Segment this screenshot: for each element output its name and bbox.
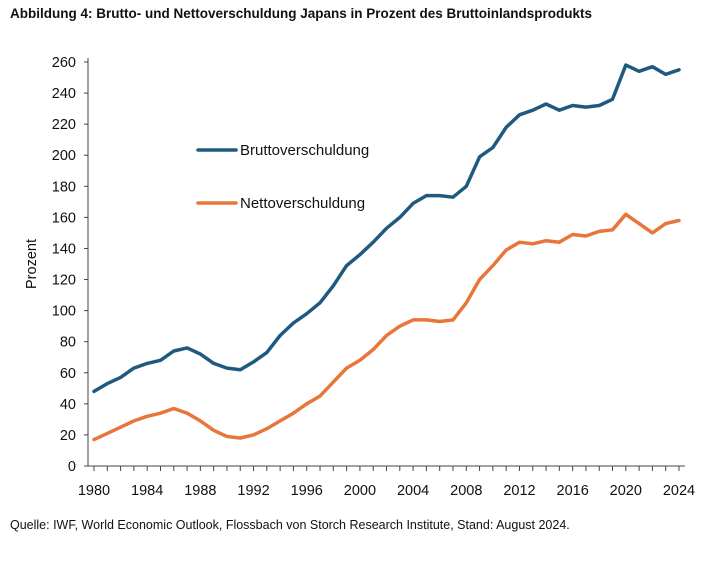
axes [87,58,685,467]
y-tick-label: 80 [60,335,76,351]
series-group [92,63,681,442]
y-tick-label: 180 [52,179,76,195]
x-tick-label: 1988 [184,483,216,499]
x-tick-label: 2012 [503,483,535,499]
x-tick-label: 1992 [237,483,269,499]
source-note: Quelle: IWF, World Economic Outlook, Flo… [10,518,570,532]
x-tick-label: 2004 [397,483,429,499]
y-tick-label: 20 [60,428,76,444]
x-tick-label: 2008 [450,483,482,499]
x-tick-label: 2016 [557,483,589,499]
series-line-1 [92,63,681,394]
x-axis-ticks: 1980 1984 1988 1992 1996 2000 2004 2008 2012 2016… [78,466,695,499]
y-tick-label: 240 [52,86,76,102]
y-tick-label: 260 [52,55,76,71]
y-axis-ticks: 0 20 40 60 80 100 120 140 160 180 200 220 240 260 [52,55,88,475]
x-tick-label: 2000 [344,483,376,499]
legend-label: Bruttoverschuldung [240,142,369,159]
y-tick-label: 220 [52,117,76,133]
chart-title: Abbildung 4: Brutto- und Nettoverschuldu… [10,6,593,21]
y-tick-label: 40 [60,397,76,413]
y-tick-label: 60 [60,366,76,382]
y-tick-label: 140 [52,241,76,257]
x-tick-label: 1984 [131,483,163,499]
y-tick-label: 200 [52,148,76,164]
legend: Bruttoverschuldung Nettoverschuldung [196,142,369,212]
y-axis-title: Prozent [24,239,40,289]
y-tick-label: 0 [68,459,76,475]
y-tick-label: 160 [52,210,76,226]
y-tick-label: 120 [52,273,76,289]
x-tick-label: 2020 [610,483,642,499]
x-tick-label: 1980 [78,483,110,499]
legend-label: Nettoverschuldung [240,195,365,212]
y-tick-label: 100 [52,304,76,320]
x-tick-label: 2024 [663,483,695,499]
series-line-2 [92,212,681,442]
x-tick-label: 1996 [291,483,323,499]
